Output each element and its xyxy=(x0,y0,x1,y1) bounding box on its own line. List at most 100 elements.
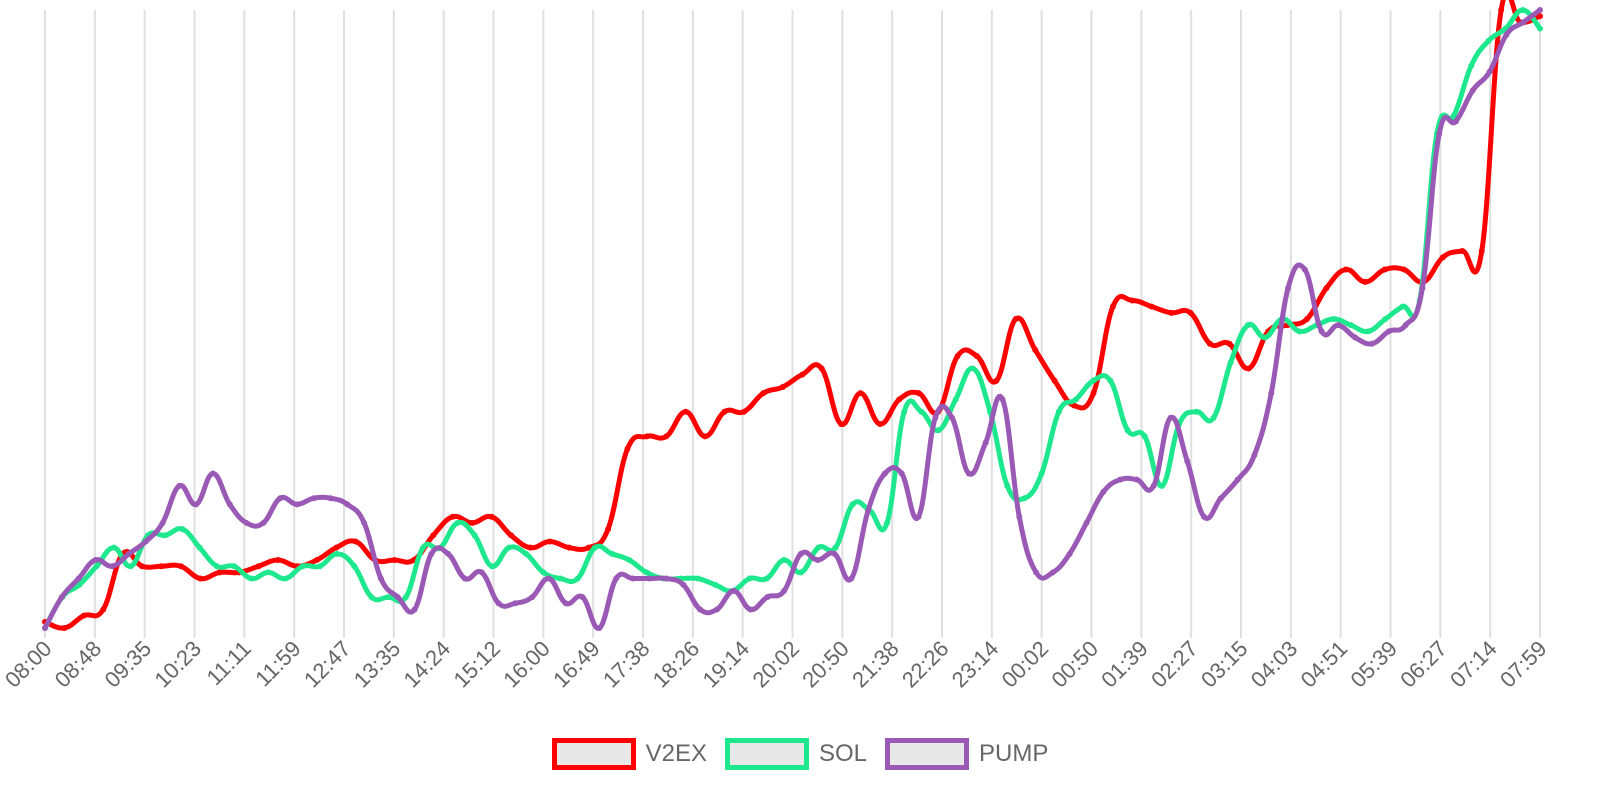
data-point[interactable] xyxy=(80,612,87,619)
data-point[interactable] xyxy=(1012,316,1019,322)
data-point[interactable] xyxy=(488,563,495,570)
data-point[interactable] xyxy=(1537,25,1543,32)
data-point[interactable] xyxy=(780,557,787,564)
data-point[interactable] xyxy=(125,550,132,557)
data-point[interactable] xyxy=(697,606,704,613)
data-point[interactable] xyxy=(629,575,636,582)
data-point[interactable] xyxy=(993,377,1000,384)
data-point[interactable] xyxy=(1296,328,1303,335)
data-point[interactable] xyxy=(1206,340,1213,347)
data-point[interactable] xyxy=(746,575,753,582)
data-point[interactable] xyxy=(327,495,334,502)
data-point[interactable] xyxy=(918,408,925,415)
data-point[interactable] xyxy=(293,501,300,508)
data-point[interactable] xyxy=(865,507,872,514)
data-point[interactable] xyxy=(663,575,670,582)
data-point[interactable] xyxy=(1033,569,1040,576)
data-point[interactable] xyxy=(488,513,495,520)
data-point[interactable] xyxy=(1335,322,1342,329)
data-point[interactable] xyxy=(832,544,839,551)
data-point[interactable] xyxy=(75,575,82,582)
legend-item-sol[interactable]: SOL xyxy=(725,738,867,770)
data-point[interactable] xyxy=(1038,470,1045,477)
data-point[interactable] xyxy=(901,408,908,415)
data-point[interactable] xyxy=(420,544,427,551)
data-point[interactable] xyxy=(1485,37,1492,44)
data-point[interactable] xyxy=(1244,322,1251,329)
data-point[interactable] xyxy=(540,569,547,576)
legend-item-v2ex[interactable]: V2EX xyxy=(551,738,707,770)
data-point[interactable] xyxy=(566,544,573,551)
data-point[interactable] xyxy=(313,557,320,564)
data-point[interactable] xyxy=(1451,112,1458,119)
data-point[interactable] xyxy=(177,563,184,570)
data-point[interactable] xyxy=(797,550,804,557)
data-point[interactable] xyxy=(216,569,223,576)
data-point[interactable] xyxy=(197,575,204,582)
data-point[interactable] xyxy=(445,550,452,557)
data-point[interactable] xyxy=(1251,451,1258,458)
data-point[interactable] xyxy=(1304,316,1311,322)
data-point[interactable] xyxy=(76,581,83,588)
data-point[interactable] xyxy=(1071,402,1078,409)
data-point[interactable] xyxy=(1401,266,1408,273)
data-point[interactable] xyxy=(579,594,586,601)
data-point[interactable] xyxy=(1073,396,1080,403)
data-point[interactable] xyxy=(781,587,788,594)
data-point[interactable] xyxy=(764,594,771,601)
data-point[interactable] xyxy=(1362,278,1369,285)
data-point[interactable] xyxy=(193,501,200,508)
data-point[interactable] xyxy=(965,470,972,477)
data-point[interactable] xyxy=(876,421,883,428)
data-point[interactable] xyxy=(849,501,856,508)
data-point[interactable] xyxy=(260,519,267,526)
data-point[interactable] xyxy=(1453,118,1460,125)
data-point[interactable] xyxy=(574,575,581,582)
data-point[interactable] xyxy=(1352,334,1359,341)
data-point[interactable] xyxy=(471,532,478,539)
data-point[interactable] xyxy=(411,606,418,613)
data-point[interactable] xyxy=(226,501,233,508)
data-point[interactable] xyxy=(529,594,536,601)
data-point[interactable] xyxy=(334,550,341,557)
data-point[interactable] xyxy=(591,544,598,551)
data-point[interactable] xyxy=(61,625,68,631)
data-point[interactable] xyxy=(93,563,100,570)
data-point[interactable] xyxy=(1402,322,1409,329)
data-point[interactable] xyxy=(626,557,633,564)
data-point[interactable] xyxy=(469,519,476,526)
data-point[interactable] xyxy=(209,470,216,477)
data-point[interactable] xyxy=(231,563,238,570)
data-point[interactable] xyxy=(394,594,401,601)
data-point[interactable] xyxy=(1217,495,1224,502)
data-point[interactable] xyxy=(969,365,976,372)
data-point[interactable] xyxy=(915,390,922,397)
data-point[interactable] xyxy=(274,557,281,564)
data-point[interactable] xyxy=(430,532,437,539)
data-point[interactable] xyxy=(1083,519,1090,526)
data-point[interactable] xyxy=(402,594,409,601)
data-point[interactable] xyxy=(478,569,485,576)
data-point[interactable] xyxy=(1323,285,1330,292)
data-point[interactable] xyxy=(1419,285,1426,292)
data-point[interactable] xyxy=(505,544,512,551)
data-point[interactable] xyxy=(344,501,351,508)
data-point[interactable] xyxy=(352,538,359,545)
data-point[interactable] xyxy=(1129,297,1136,304)
data-point[interactable] xyxy=(596,625,603,631)
data-point[interactable] xyxy=(1150,482,1157,489)
data-point[interactable] xyxy=(545,575,552,582)
data-point[interactable] xyxy=(1382,316,1389,322)
data-point[interactable] xyxy=(248,575,255,582)
data-point[interactable] xyxy=(159,519,166,526)
data-point[interactable] xyxy=(557,575,564,582)
data-point[interactable] xyxy=(454,519,461,526)
data-point[interactable] xyxy=(702,433,709,440)
data-point[interactable] xyxy=(333,544,340,551)
data-point[interactable] xyxy=(1537,13,1543,20)
data-point[interactable] xyxy=(310,495,317,502)
data-point[interactable] xyxy=(100,606,107,613)
data-point[interactable] xyxy=(999,396,1006,403)
data-point[interactable] xyxy=(109,563,116,570)
data-point[interactable] xyxy=(1158,482,1165,489)
